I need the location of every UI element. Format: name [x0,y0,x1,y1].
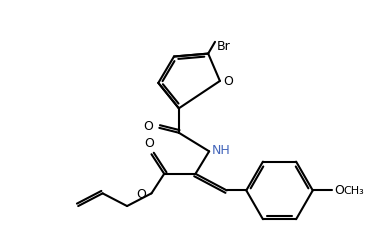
Text: NH: NH [212,144,231,157]
Text: Br: Br [217,40,231,53]
Text: O: O [145,137,154,150]
Text: CH₃: CH₃ [343,186,364,196]
Text: O: O [334,184,344,197]
Text: O: O [143,120,153,133]
Text: O: O [136,188,146,201]
Text: O: O [223,75,233,88]
